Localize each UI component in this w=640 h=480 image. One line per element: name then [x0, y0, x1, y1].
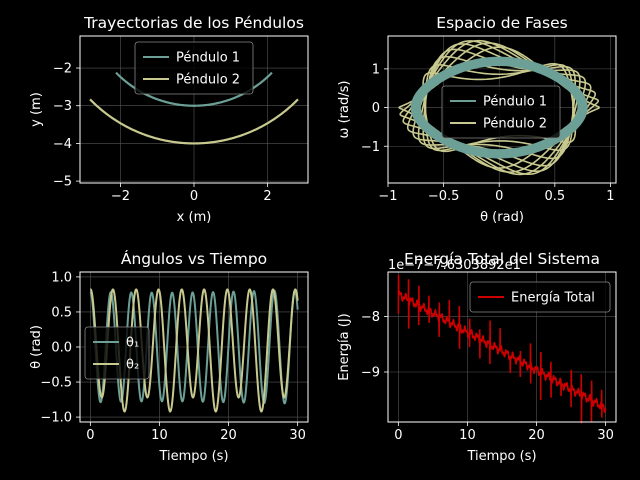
legend: [441, 85, 561, 139]
x-tick-label: −0.5: [428, 189, 460, 204]
y-axis-label: y (m): [29, 92, 44, 127]
y-tick-label: −1.0: [40, 411, 72, 426]
x-tick-label: 0.5: [544, 189, 565, 204]
chart-title: Energía Total del Sistema: [404, 250, 600, 268]
x-tick-label: 10: [151, 428, 168, 443]
legend-label: Energía Total: [511, 291, 595, 306]
chart-1: −2 0 2 −5 −4 −3 −2 Trayectorias de los Péndulos…: [29, 14, 309, 225]
legend-label: Péndulo 1: [176, 51, 240, 66]
x-tick-label: 2: [263, 189, 271, 204]
series-line: [89, 288, 299, 413]
axes-frame: [79, 35, 309, 184]
y-tick-label: −0.5: [40, 376, 72, 391]
axes-frame: [387, 35, 617, 184]
legend: [84, 326, 150, 380]
x-tick-label: 30: [597, 428, 614, 443]
series-line: [412, 58, 586, 157]
y-tick-label: −1: [361, 140, 380, 155]
y-axis-label: ω (rad/s): [337, 81, 352, 139]
x-tick-label: 30: [289, 428, 306, 443]
chart-4: 0 10 20 30 −9 −8 Energía Total del Sistema Tiem…: [337, 250, 617, 464]
chart-2: −1 −0.5 0 0.5 1 −1 0 1 Espacio de Fases θ (rad) ω …: [337, 14, 617, 225]
series-line: [417, 62, 582, 153]
axes-frame: [79, 271, 309, 423]
y-axis-label: Energía (J): [337, 313, 352, 381]
y-tick-label: 1: [372, 62, 380, 77]
x-tick-label: 0: [86, 428, 94, 443]
y-axis-label: θ (rad): [29, 325, 44, 369]
x-axis-label: x (m): [177, 210, 212, 225]
legend-label: θ₂: [126, 358, 139, 373]
y-tick-label: −8: [361, 310, 380, 325]
legend-label: Péndulo 2: [176, 73, 240, 88]
x-tick-label: 20: [220, 428, 237, 443]
y-tick-label: 1.0: [51, 270, 72, 285]
legend-label: θ₁: [126, 336, 139, 351]
chart-3: 0 10 20 30 −1.0 −0.5 0.0 0.5 1.0 Ángulos vs Tiemp…: [29, 249, 309, 464]
y-tick-label: 0: [372, 101, 380, 116]
x-tick-label: 0: [190, 189, 198, 204]
chart-title: Trayectorias de los Péndulos: [83, 14, 304, 32]
axes-frame: [387, 271, 617, 423]
y-tick-label: −9: [361, 366, 380, 381]
x-tick-label: 20: [528, 428, 545, 443]
y-tick-label: 0.5: [51, 305, 72, 320]
series-line: [415, 60, 584, 155]
x-tick-label: 0: [394, 428, 402, 443]
y-tick-label: −5: [53, 175, 72, 190]
x-tick-label: −1: [378, 189, 397, 204]
x-tick-label: 10: [459, 428, 476, 443]
y-tick-label: −3: [53, 99, 72, 114]
legend: [469, 281, 611, 313]
axis-offset-label: 1e−7−7.6303892e1: [388, 258, 521, 273]
y-tick-label: −2: [53, 62, 72, 77]
x-tick-label: 0: [495, 189, 503, 204]
legend: [134, 41, 254, 95]
x-axis-label: Tiempo (s): [466, 449, 536, 464]
chart-title: Ángulos vs Tiempo: [121, 249, 267, 268]
series-line: [89, 98, 299, 145]
chart-title: Espacio de Fases: [436, 14, 567, 32]
x-tick-label: 1: [606, 189, 614, 204]
legend-label: Péndulo 2: [483, 117, 547, 132]
x-tick-label: −2: [111, 189, 130, 204]
y-tick-label: 0.0: [51, 341, 72, 356]
series-line: [397, 275, 607, 424]
x-axis-label: θ (rad): [480, 210, 524, 225]
x-axis-label: Tiempo (s): [158, 449, 228, 464]
series-line: [410, 56, 588, 159]
legend-label: Péndulo 1: [483, 95, 547, 110]
y-tick-label: −4: [53, 137, 72, 152]
